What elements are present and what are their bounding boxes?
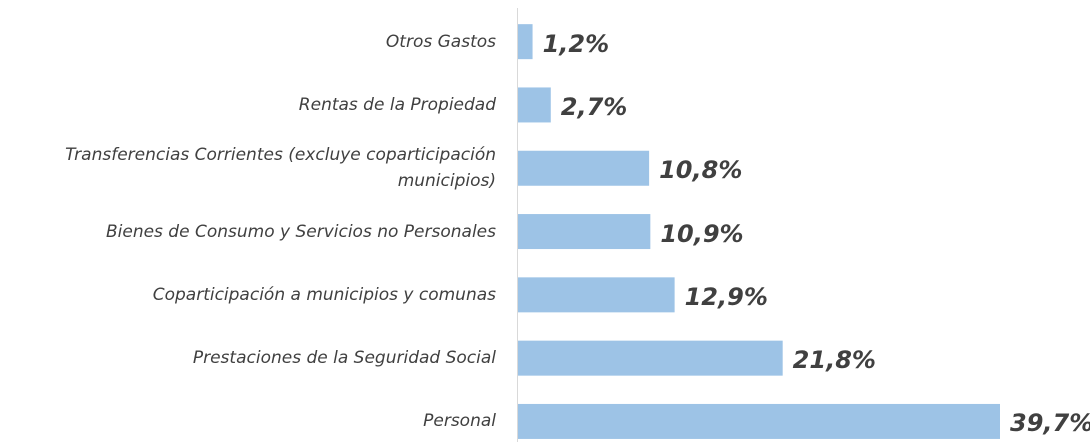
value-label: 2,7% <box>560 92 628 121</box>
y-tick-label: Personal <box>423 411 496 432</box>
value-label: 12,9% <box>684 282 768 311</box>
y-tick-label: Bienes de Consumo y Servicios no Persona… <box>105 221 496 242</box>
bar <box>518 403 1000 439</box>
y-tick-label: Coparticipación a municipios y comunas <box>152 284 496 305</box>
bar <box>518 340 783 376</box>
value-label: 39,7% <box>1010 409 1090 438</box>
value-label: 10,9% <box>660 219 744 248</box>
value-label: 10,8% <box>659 156 743 185</box>
y-tick-label: Rentas de la Propiedad <box>298 94 496 115</box>
bar <box>518 277 675 313</box>
value-label: 1,2% <box>542 29 610 58</box>
bar <box>518 150 650 186</box>
y-tick-label: Prestaciones de la Seguridad Social <box>192 348 496 369</box>
bar <box>518 214 651 250</box>
value-label: 21,8% <box>792 346 876 375</box>
bar <box>518 87 551 123</box>
bar <box>518 24 533 60</box>
y-tick-label: Transferencias Corrientes (excluye copar… <box>65 145 496 192</box>
y-tick-label: Otros Gastos <box>385 31 496 52</box>
